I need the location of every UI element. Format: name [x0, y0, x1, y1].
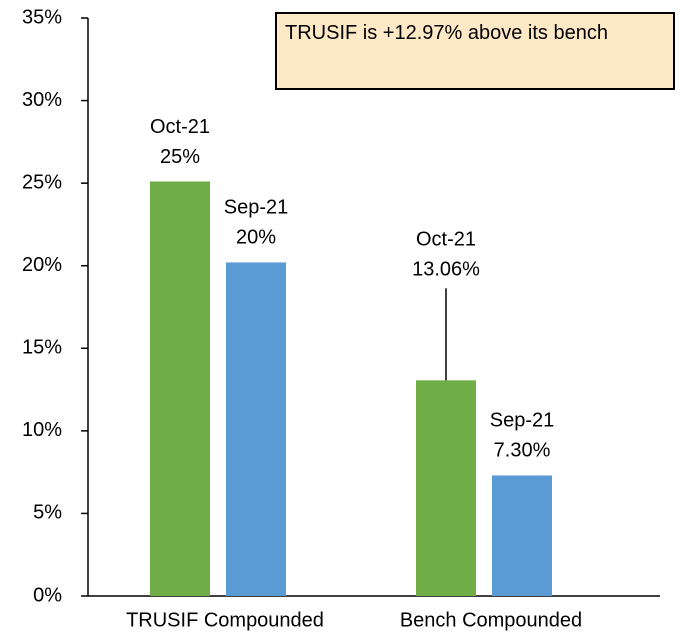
data-label: 20% [236, 227, 276, 249]
annotation: TRUSIF is +12.97% above its bench [275, 12, 675, 90]
y-tick-label: 30% [22, 89, 62, 111]
data-label-series: Sep-21 [224, 197, 289, 219]
y-tick-label: 35% [22, 6, 62, 28]
data-label-series: Oct-21 [416, 229, 476, 251]
y-tick-label: 25% [22, 171, 62, 193]
bar [416, 380, 476, 596]
data-label-series: Oct-21 [150, 116, 210, 138]
bar [226, 262, 286, 596]
data-label: 25% [160, 146, 200, 168]
y-tick-label: 15% [22, 337, 62, 359]
data-label: 7.30% [494, 440, 551, 462]
data-label-series: Sep-21 [490, 410, 555, 432]
y-tick-label: 20% [22, 254, 62, 276]
x-tick-label: Bench Compounded [400, 609, 582, 631]
bar [150, 181, 210, 596]
y-tick-label: 5% [33, 502, 62, 524]
data-label: 13.06% [412, 259, 480, 281]
y-tick-label: 10% [22, 419, 62, 441]
bar [492, 475, 552, 596]
x-tick-label: TRUSIF Compounded [126, 609, 324, 631]
y-tick-label: 0% [33, 584, 62, 606]
